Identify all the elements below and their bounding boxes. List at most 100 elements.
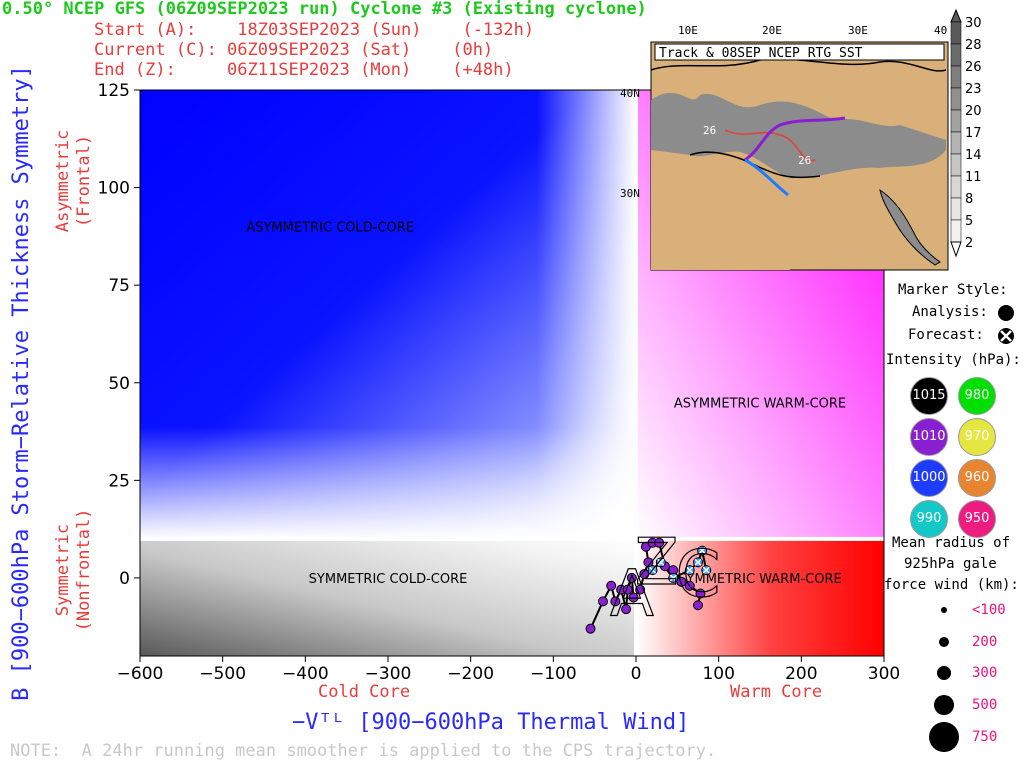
analysis-point-2 (606, 580, 617, 591)
region-divider-v (634, 90, 638, 656)
sst-scale-label-20: 20 (965, 104, 982, 119)
forecast-point-5 (697, 545, 708, 556)
radius-label-3: 500 (972, 697, 998, 713)
sst-scale-label-8: 8 (965, 192, 973, 207)
sst-scale-label-17: 17 (965, 126, 982, 141)
radius-label-0: <100 (972, 602, 1006, 618)
analysis-point-10 (639, 569, 650, 580)
asymmetric-label: Asymmetric (53, 130, 73, 232)
intensity-dot-1015: 1015 (910, 377, 948, 415)
region-label-2: SYMMETRIC COLD-CORE (309, 572, 468, 587)
sst-scale-label-11: 11 (965, 170, 982, 185)
africa-land (651, 150, 790, 270)
forecast-label: Forecast: (908, 327, 984, 343)
sst-scale-bin-6 (950, 153, 962, 177)
analysis-point-14 (654, 537, 665, 548)
sst-scale-label-5: 5 (965, 214, 973, 229)
track-layer: A CZ (585, 526, 721, 634)
analysis-marker-icon (998, 305, 1014, 321)
red-sea (879, 188, 941, 266)
sst-scale-bottom-arrow (950, 241, 962, 258)
sst-scale-bin-7 (950, 175, 962, 199)
inset-title: Track & 08SEP NCEP RTG SST (659, 46, 863, 61)
lat-label-30n: 30N (620, 187, 640, 200)
track-letter-Z: Z (635, 526, 679, 600)
y-axis-title: B [900−600hPa Storm−Relative Thickness S… (9, 65, 34, 701)
chart-title: 0.50° NCEP GFS (06Z09SEP2023 run) Cyclon… (2, 0, 647, 19)
axes-layer: −600 −500 −400 −300 −200 −100 0 100 200 300 0 25 50 7… (98, 81, 901, 684)
sst-scale-label-23: 23 (965, 82, 982, 97)
current-info: Current (C): 06Z09SEP2023 (Sat) (0h) (94, 40, 494, 60)
analysis-point-8 (628, 592, 639, 603)
forecast-point-cross-0 (649, 566, 657, 574)
intensity-dot-990: 990 (910, 500, 948, 538)
x-axis-title: −Vᵀᴸ [900−600hPa Thermal Wind] (292, 710, 689, 735)
sst-scale-label-28: 28 (965, 38, 982, 53)
plot-frame (139, 89, 885, 657)
sst-scale-bin-5 (950, 131, 962, 155)
radius-title-1: Mean radius of (892, 535, 1011, 551)
y-tick-label-100: 100 (98, 179, 130, 199)
region-symmetric-cold-core (140, 538, 636, 656)
y-tick-label-50: 50 (108, 374, 130, 394)
sst-scale-bin-2 (950, 65, 962, 89)
sst-scale-bin-8 (950, 197, 962, 221)
analysis-label: Analysis: (912, 304, 988, 320)
analysis-point-20 (693, 600, 703, 611)
regions-layer (140, 90, 884, 656)
analysis-point-9 (635, 584, 646, 595)
sst-label-2: 26 (798, 154, 811, 167)
lon-label-10e: 10E (678, 24, 698, 37)
forecast-point-4 (693, 557, 703, 568)
legend: Marker Style: Analysis: Forecast: Intens… (880, 280, 1024, 768)
forecast-point-cross-5 (698, 547, 706, 555)
track-sst-inset: 26 26 Track & 08SEP NCEP RTG SST 10E 20E… (620, 24, 949, 271)
y-tick-label-0: 0 (119, 569, 130, 589)
radius-title-3: force wind (km): (884, 577, 1019, 593)
end-info: End (Z): 06Z11SEP2023 (Mon) (+48h) (94, 60, 514, 80)
sst-scale-label-2: 2 (965, 236, 973, 251)
analysis-point-1 (597, 596, 608, 607)
x-tick-label-0: 0 (631, 664, 642, 684)
sst-26-contour (724, 129, 816, 162)
start-info: Start (A): 18Z03SEP2023 (Sun) (-132h) (94, 20, 535, 40)
forecast-point-2 (668, 572, 679, 583)
forecast-point-0 (647, 565, 658, 576)
sst-scale-label-26: 26 (965, 60, 982, 75)
intensity-dot-950: 950 (958, 500, 996, 538)
x-tick-label-100: 100 (702, 664, 734, 684)
lon-label-40: 40 (934, 24, 947, 37)
analysis-point-11 (643, 557, 654, 568)
region-label-3: SYMMETRIC WARM-CORE (678, 572, 841, 587)
lon-label-20e: 20E (762, 24, 782, 37)
analysis-point-17 (676, 576, 687, 587)
analysis-point-3 (610, 596, 621, 607)
sst-scale: 30 28 26 23 20 17 14 11 8 5 2 (950, 8, 982, 258)
x-tick-label--400: −400 (282, 664, 329, 684)
analysis-point-19 (695, 588, 706, 599)
track-letter-A: A (610, 557, 654, 631)
radius-title-2: 925hPa gale (904, 556, 997, 572)
radius-dot-0 (941, 607, 947, 613)
intensity-dot-1010: 1010 (910, 418, 948, 456)
analysis-point-6 (622, 584, 633, 595)
region-label-0: ASYMMETRIC COLD-CORE (246, 221, 414, 236)
intensity-dot-960: 960 (958, 459, 996, 497)
region-divider-h (140, 536, 884, 541)
forecast-point-1 (655, 557, 666, 568)
x-tick-label-200: 200 (785, 664, 817, 684)
forecast-point-cross-4 (694, 558, 702, 566)
nonfrontal-label: (Nonfrontal) (74, 509, 94, 632)
forecast-point-cross-1 (657, 558, 665, 566)
forecast-point-cross-6 (702, 566, 710, 574)
x-tick-label-300: 300 (868, 664, 900, 684)
inset-title-box (654, 43, 945, 61)
radius-label-4: 750 (972, 729, 998, 745)
lat-label-40n: 40N (620, 87, 640, 100)
forecast-point-3 (684, 565, 695, 576)
radius-dot-1 (939, 637, 949, 647)
forecast-track-line (744, 158, 789, 197)
x-tick-label--500: −500 (199, 664, 246, 684)
region-label-1: ASYMMETRIC WARM-CORE (674, 396, 846, 411)
